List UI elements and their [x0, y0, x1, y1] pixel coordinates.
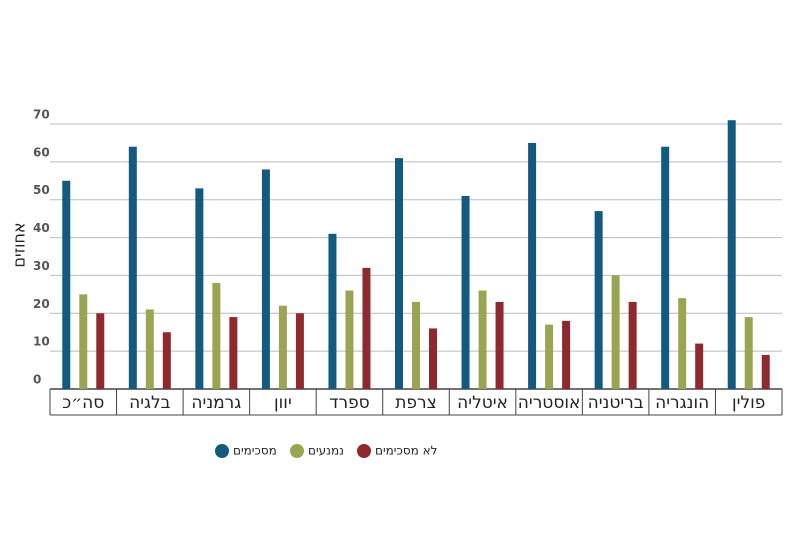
bar	[362, 267, 371, 389]
bar	[478, 290, 487, 389]
bar	[594, 211, 603, 389]
bar	[212, 283, 221, 389]
y-tick-label: 10	[33, 335, 50, 349]
x-tick-label: ספרד	[329, 393, 370, 413]
bar	[562, 320, 571, 389]
bar	[96, 313, 105, 389]
x-tick-label: בלגיה	[129, 393, 171, 413]
legend-swatch	[357, 444, 371, 458]
bar	[395, 158, 403, 389]
x-tick-label: פולין	[732, 393, 765, 413]
x-tick-label: גרמניה	[191, 393, 241, 413]
legend-swatch	[290, 444, 304, 458]
bar	[195, 188, 204, 389]
bar	[628, 301, 637, 389]
x-tick-label: איטליה	[457, 393, 508, 413]
bar	[229, 317, 238, 389]
bar	[429, 328, 437, 389]
bar	[495, 301, 504, 389]
y-tick-label: 50	[33, 183, 50, 197]
bar	[545, 324, 554, 389]
x-tick-label: צרפת	[395, 393, 436, 413]
x-tick-label: סה״כ	[62, 393, 104, 413]
bar	[295, 313, 304, 389]
bar	[761, 354, 770, 389]
bar	[461, 195, 470, 389]
legend-label: לא מסכימים	[375, 444, 437, 458]
bar	[695, 343, 704, 389]
x-tick-label: אוסטריה	[518, 393, 581, 413]
bar	[345, 290, 354, 389]
bar	[79, 294, 88, 389]
y-tick-label: 0	[33, 373, 41, 387]
y-tick-label: 30	[33, 259, 50, 273]
bar	[278, 305, 287, 389]
y-tick-label: 60	[33, 145, 50, 159]
bar	[611, 275, 620, 389]
bar	[412, 301, 420, 389]
x-tick-label: יוון	[274, 393, 292, 413]
bar	[727, 120, 736, 389]
y-tick-label: 40	[33, 221, 50, 235]
bar	[261, 169, 270, 389]
legend-swatch	[215, 444, 229, 458]
bar	[328, 233, 337, 389]
bar	[62, 180, 71, 389]
x-tick-label: בריטניה	[588, 393, 644, 413]
bar	[162, 332, 171, 389]
y-tick-label: 70	[33, 108, 50, 122]
bar	[528, 142, 537, 389]
bar	[128, 146, 137, 389]
bar	[678, 298, 687, 389]
x-tick-label: הונגריה	[655, 393, 709, 413]
bar	[145, 309, 154, 389]
legend-label: מסכימים	[233, 444, 277, 458]
bar	[661, 146, 670, 389]
bar	[744, 317, 753, 389]
legend-label: נמנעים	[308, 444, 344, 458]
y-axis-label: אחוזים	[10, 222, 29, 267]
y-tick-label: 20	[33, 297, 50, 311]
